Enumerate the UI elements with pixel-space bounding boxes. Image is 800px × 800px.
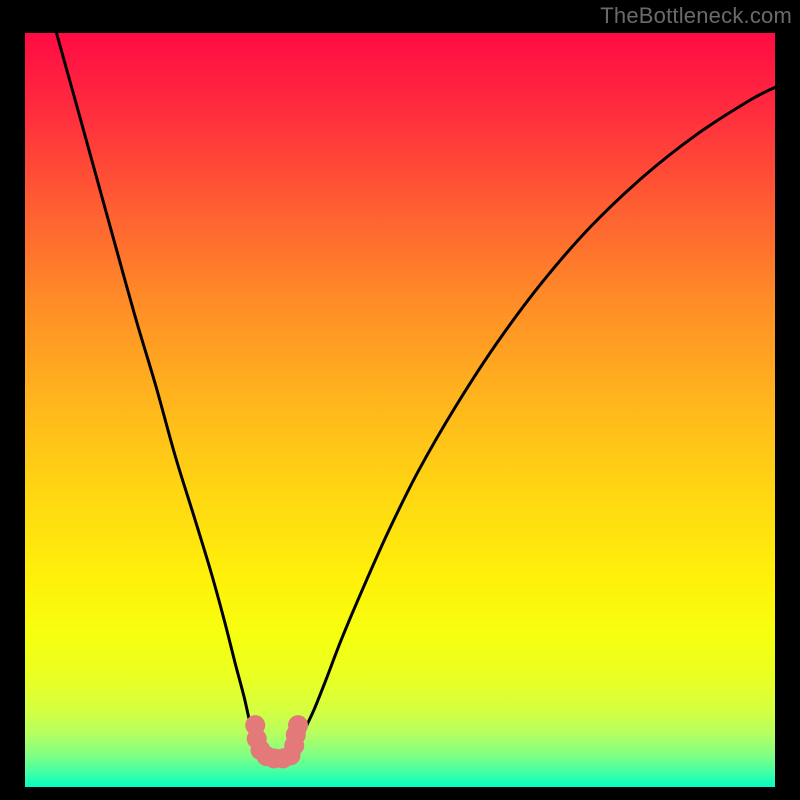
chart-frame: TheBottleneck.com — [0, 0, 800, 800]
plot-area — [25, 33, 775, 787]
chart-background-gradient — [25, 33, 775, 787]
watermark-label: TheBottleneck.com — [600, 3, 792, 29]
